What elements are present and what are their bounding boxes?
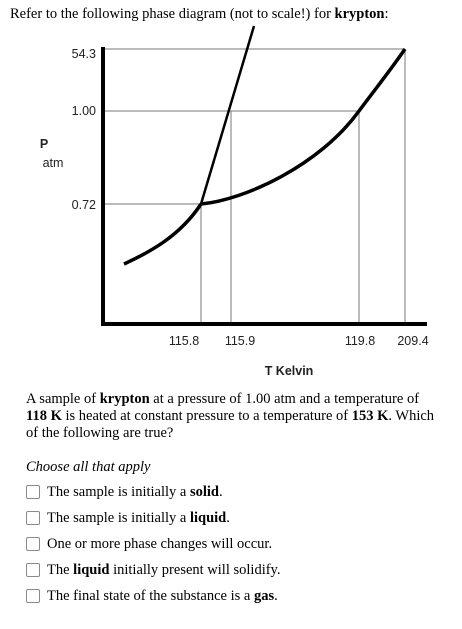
x-tick-115-8: 115.8 <box>169 334 199 348</box>
option-2-checkbox[interactable] <box>26 511 40 525</box>
question-part-1: A sample of <box>26 391 100 407</box>
y-axis-label-p: P <box>40 137 48 151</box>
option-5-bold: gas <box>253 587 275 604</box>
question-part-5: is heated at constant pressure to a temp… <box>61 408 352 424</box>
option-4-tail: initially present will solidify. <box>109 561 281 578</box>
option-1-bold: solid <box>189 483 219 500</box>
option-4-bold: liquid <box>73 561 110 578</box>
option-2-tail: . <box>226 509 230 526</box>
answer-options: The sample is initially a solid. The sam… <box>26 479 280 609</box>
option-2-label[interactable]: The sample is initially a liquid. <box>47 510 230 527</box>
instruction-text: Choose all that apply <box>26 459 151 475</box>
y-tick-1-00: 1.00 <box>72 104 96 118</box>
question-text: A sample of krypton at a pressure of 1.0… <box>26 391 436 442</box>
option-2-text: The sample is initially a <box>47 509 190 526</box>
option-1-tail: . <box>218 483 223 500</box>
option-4[interactable]: The liquid initially present will solidi… <box>26 557 280 583</box>
y-tick-0-72: 0.72 <box>72 198 96 212</box>
option-5[interactable]: The final state of the substance is a ga… <box>26 583 280 609</box>
x-tick-115-9: 115.9 <box>225 334 255 348</box>
option-5-label[interactable]: The final state of the substance is a ga… <box>47 588 278 605</box>
option-3-checkbox[interactable] <box>26 537 40 551</box>
y-tick-54-3: 54.3 <box>72 47 96 61</box>
option-1[interactable]: The sample is initially a solid. <box>26 479 280 505</box>
question-final-temperature: 153 K <box>351 408 389 424</box>
option-4-label[interactable]: The liquid initially present will solidi… <box>47 562 280 579</box>
option-1-text: The sample is initially a <box>47 483 190 500</box>
option-4-checkbox[interactable] <box>26 563 40 577</box>
vaporization-curve <box>200 48 407 206</box>
y-axis-label-atm: atm <box>43 156 64 170</box>
x-axis-label: T Kelvin <box>265 364 314 378</box>
sublimation-curve <box>123 203 203 266</box>
option-5-tail: . <box>274 587 278 604</box>
x-tick-209-4: 209.4 <box>397 334 428 348</box>
option-5-text: The final state of the substance is a <box>47 587 254 604</box>
question-initial-temperature: 118 K <box>26 408 62 424</box>
question-part-3: at a pressure of 1.00 atm and a temperat… <box>149 391 420 407</box>
option-2[interactable]: The sample is initially a liquid. <box>26 505 280 531</box>
intro-before: Refer to the following phase diagram (no… <box>10 6 335 22</box>
option-1-checkbox[interactable] <box>26 485 40 499</box>
phase-diagram: 54.3 1.00 0.72 P atm 115.8 115.9 119.8 2… <box>40 25 429 378</box>
option-3-label[interactable]: One or more phase changes will occur. <box>47 536 272 553</box>
option-4-text: The <box>47 561 74 578</box>
x-tick-119-8: 119.8 <box>345 334 375 348</box>
intro-text: Refer to the following phase diagram (no… <box>10 6 389 23</box>
option-2-bold: liquid <box>189 509 227 526</box>
intro-element: krypton <box>334 6 385 22</box>
option-3[interactable]: One or more phase changes will occur. <box>26 531 280 557</box>
question-element: krypton <box>99 391 150 407</box>
question-part-7: . Which of the following are true? <box>26 408 435 441</box>
melting-curve <box>199 25 256 205</box>
option-1-label[interactable]: The sample is initially a solid. <box>47 484 223 501</box>
intro-after: : <box>384 6 389 22</box>
option-5-checkbox[interactable] <box>26 589 40 603</box>
option-3-text: One or more phase changes will occur. <box>47 535 273 552</box>
